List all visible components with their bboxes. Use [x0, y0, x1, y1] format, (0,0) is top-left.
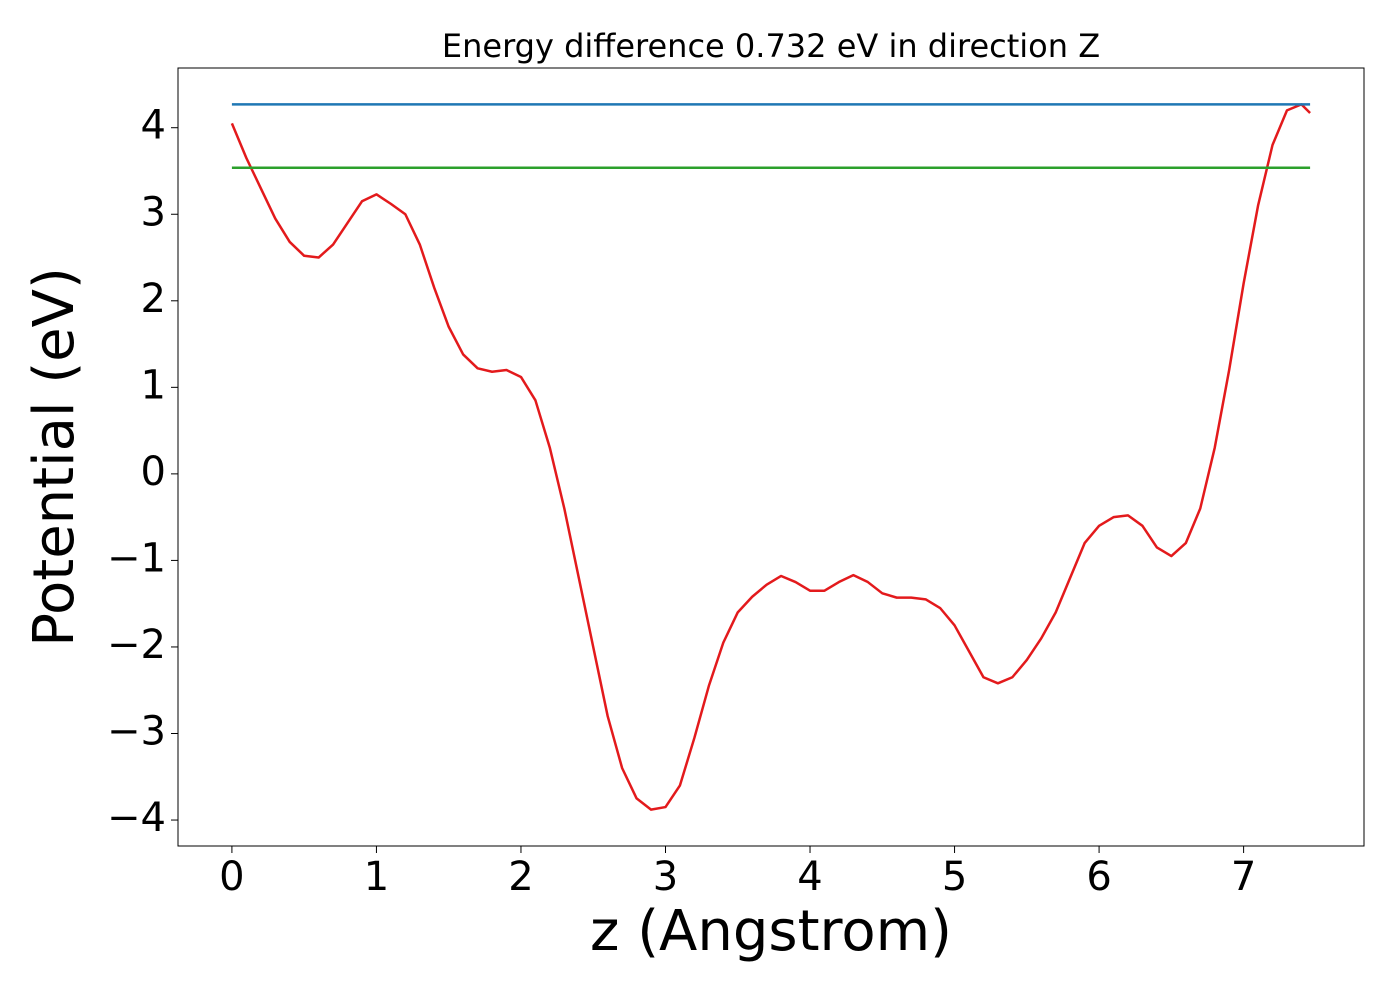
x-tick-label: 7: [1231, 854, 1256, 900]
x-tick-label: 6: [1086, 854, 1111, 900]
x-tick-label: 1: [364, 854, 389, 900]
x-tick-label: 4: [797, 854, 822, 900]
x-tick-label: 2: [508, 854, 533, 900]
y-tick-label: 4: [141, 103, 166, 149]
y-tick-label: 3: [141, 189, 166, 235]
y-tick-label: −4: [107, 795, 166, 841]
x-axis-label: z (Angstrom): [590, 899, 952, 964]
y-tick-label: −2: [107, 622, 166, 668]
y-tick-label: −1: [107, 535, 166, 581]
y-tick-label: 2: [141, 276, 166, 322]
y-tick-label: 0: [141, 449, 166, 495]
y-tick-label: −3: [107, 708, 166, 754]
x-tick-label: 5: [942, 854, 967, 900]
x-tick-label: 3: [653, 854, 678, 900]
plot-frame: [177, 67, 1365, 847]
y-axis-label: Potential (eV): [22, 267, 87, 647]
line: [230, 103, 1311, 811]
y-tick-label: 1: [141, 362, 166, 408]
x-tick-label: 0: [219, 854, 244, 900]
chart-title: Energy difference 0.732 eV in direction …: [442, 27, 1100, 65]
